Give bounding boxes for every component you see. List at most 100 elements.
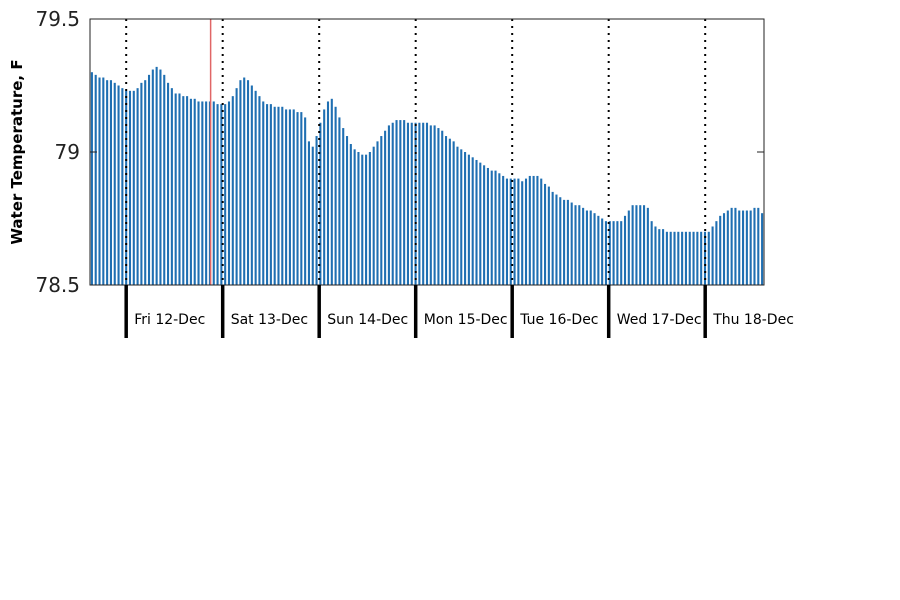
data-bar [483,165,486,285]
data-bar [475,159,478,285]
data-bar [361,154,364,285]
data-bar [559,197,562,285]
data-bar [601,218,604,285]
data-bar [422,122,425,286]
data-bar [505,178,509,285]
data-bar [353,149,356,285]
data-bar [521,181,524,285]
data-bar [365,154,368,285]
data-bar [224,104,227,286]
data-bar [448,138,451,285]
y-tick-label: 79 [55,140,80,164]
data-bar [216,104,219,286]
data-bar [418,122,421,286]
data-bar [368,152,371,285]
data-bar [585,210,588,285]
data-bar [593,213,596,285]
data-bar [342,128,345,285]
data-bar [536,175,539,285]
data-bar [627,210,630,285]
data-bar [490,170,493,285]
data-bar [193,98,196,285]
data-bar [650,221,653,285]
data-bar [665,231,668,285]
data-bar [357,152,360,285]
data-bar [547,186,550,285]
data-bar [403,120,406,285]
data-bar [197,101,200,286]
data-bar [429,125,432,286]
data-bar [132,90,135,285]
data-bar [147,74,151,285]
data-bar [486,167,489,285]
data-bar [673,231,676,285]
data-bar [730,207,733,285]
data-bar [182,96,185,285]
data-bar [574,205,577,285]
data-bar [281,106,284,285]
y-tick-label: 78.5 [35,273,80,297]
data-bar [300,112,303,285]
data-bar [551,191,554,285]
data-bar [696,231,699,285]
data-bar [285,109,288,285]
data-bar [315,136,318,285]
data-bar [555,194,558,285]
data-bar [544,183,547,285]
data-bar [722,213,726,285]
data-bar [201,101,204,286]
day-label: Thu 18-Dec [712,312,794,328]
data-bar [106,80,109,286]
data-bar [395,120,398,285]
data-bar [243,77,246,286]
data-bar [94,74,97,285]
x-axis-day-markers: Fri 12-Dec Sat 13-Dec Sun 14-Dec Mon 15-Dec… [124,285,794,338]
data-bar [174,93,177,285]
data-bar [239,80,242,286]
data-bar [582,207,585,285]
data-bar [437,128,440,285]
data-bar [102,77,105,286]
data-bar [227,101,231,286]
data-bar [151,69,154,285]
data-bar [159,69,162,285]
data-bar [646,207,649,285]
data-bar [277,106,280,285]
data-bar [349,144,352,285]
data-bar [460,149,463,285]
data-bar [128,90,132,285]
data-bar [578,205,581,285]
data-bar [144,80,147,286]
bar-series [90,66,764,286]
data-bar [273,106,276,285]
data-bar [707,231,710,285]
data-bar [681,231,684,285]
data-bar [334,106,337,285]
data-bar [726,210,729,285]
data-bar [254,90,257,285]
data-bar [250,85,253,285]
data-bar [117,85,120,285]
data-bar [677,231,680,285]
data-bar [433,125,436,286]
data-bar [90,72,93,285]
data-bar [140,82,143,285]
data-bar [410,122,413,286]
y-tick-label: 79.5 [35,7,80,31]
data-bar [524,178,528,285]
data-bar [684,231,687,285]
data-bar [399,120,402,285]
data-bar [220,104,223,286]
data-bar [311,146,314,285]
data-bar [616,221,619,285]
data-bar [688,231,691,285]
data-bar [296,112,299,285]
data-bar [269,104,272,286]
data-bar [643,205,646,285]
data-bar [692,231,695,285]
data-bar [753,207,756,285]
data-bar [258,96,261,285]
data-bar [566,199,569,285]
data-bar [513,178,516,285]
data-bar [121,88,124,285]
